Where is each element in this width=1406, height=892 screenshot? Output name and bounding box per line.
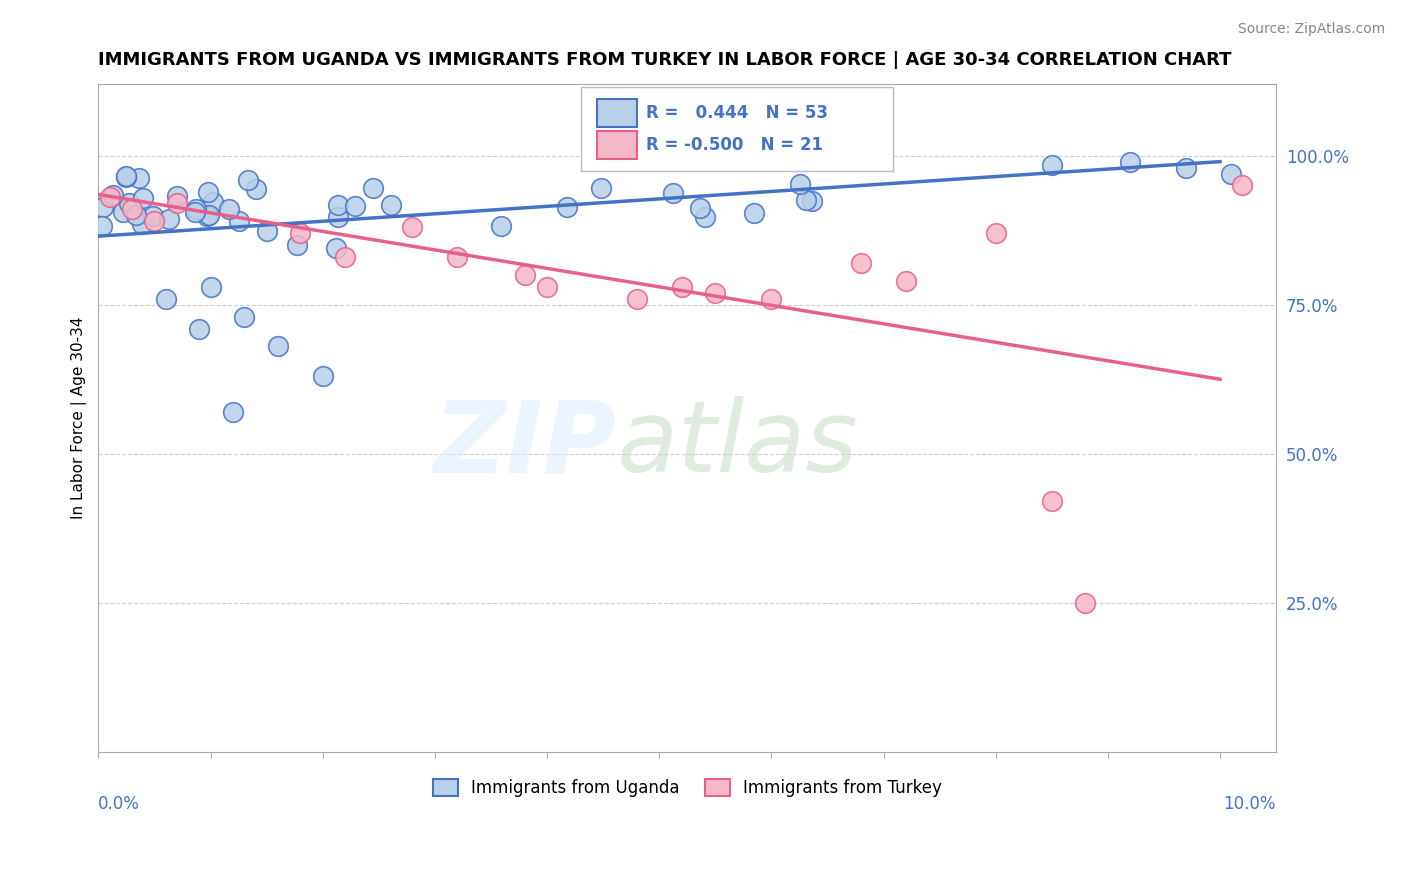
FancyBboxPatch shape <box>581 87 893 171</box>
Text: Source: ZipAtlas.com: Source: ZipAtlas.com <box>1237 22 1385 37</box>
Point <box>157 211 180 226</box>
Point <box>103 188 125 202</box>
Point <box>131 217 153 231</box>
Point <box>536 280 558 294</box>
Point <box>1175 161 1198 175</box>
Point <box>245 182 267 196</box>
Point <box>704 285 727 300</box>
Point <box>128 171 150 186</box>
Point <box>380 197 402 211</box>
Point <box>1232 178 1254 193</box>
Point <box>125 208 148 222</box>
Point <box>1074 596 1097 610</box>
Point <box>742 206 765 220</box>
Point <box>1220 167 1243 181</box>
Point <box>984 226 1007 240</box>
Text: IMMIGRANTS FROM UGANDA VS IMMIGRANTS FROM TURKEY IN LABOR FORCE | AGE 30-34 CORR: IMMIGRANTS FROM UGANDA VS IMMIGRANTS FRO… <box>98 51 1232 69</box>
Text: 0.0%: 0.0% <box>98 796 141 814</box>
Point <box>363 181 385 195</box>
Point <box>184 205 207 219</box>
Point <box>285 238 308 252</box>
Point <box>166 189 188 203</box>
Point <box>238 172 260 186</box>
Point <box>671 280 693 294</box>
Point <box>626 292 648 306</box>
Point <box>198 208 221 222</box>
Legend: Immigrants from Uganda, Immigrants from Turkey: Immigrants from Uganda, Immigrants from … <box>426 772 949 804</box>
Point <box>689 202 711 216</box>
Point <box>218 202 240 217</box>
Text: atlas: atlas <box>617 396 858 493</box>
Point <box>290 226 312 240</box>
Point <box>401 220 423 235</box>
FancyBboxPatch shape <box>596 99 637 127</box>
Point <box>121 202 143 217</box>
Point <box>202 194 225 209</box>
Text: R = -0.500   N = 21: R = -0.500 N = 21 <box>645 136 823 154</box>
Point <box>661 186 683 201</box>
Point <box>166 196 188 211</box>
Point <box>155 292 177 306</box>
Point <box>186 202 208 216</box>
Point <box>91 200 114 214</box>
Point <box>513 268 536 282</box>
Point <box>117 196 139 211</box>
Y-axis label: In Labor Force | Age 30-34: In Labor Force | Age 30-34 <box>72 317 87 519</box>
Point <box>328 198 350 212</box>
Point <box>233 310 256 324</box>
Text: ZIP: ZIP <box>433 396 617 493</box>
Point <box>333 250 356 264</box>
Point <box>111 204 134 219</box>
Point <box>91 219 114 233</box>
Point <box>1040 158 1063 172</box>
Point <box>894 274 917 288</box>
Point <box>326 210 349 224</box>
Point <box>343 199 366 213</box>
Point <box>800 194 823 209</box>
Point <box>98 190 121 204</box>
Point <box>143 214 166 228</box>
Point <box>197 185 219 199</box>
Point <box>267 339 290 353</box>
Point <box>325 241 347 255</box>
Point <box>1119 154 1142 169</box>
Point <box>115 169 138 184</box>
Point <box>195 209 218 223</box>
Point <box>188 321 211 335</box>
Point <box>849 256 872 270</box>
Point <box>142 209 165 223</box>
Point <box>200 280 222 294</box>
Point <box>695 210 717 224</box>
Point <box>1040 494 1063 508</box>
Point <box>132 191 155 205</box>
Point <box>761 292 783 306</box>
Point <box>228 214 250 228</box>
Text: 10.0%: 10.0% <box>1223 796 1277 814</box>
Point <box>589 181 612 195</box>
Point <box>446 250 468 264</box>
Point <box>312 369 335 384</box>
Point <box>115 170 138 185</box>
Point <box>222 405 245 419</box>
Text: R =   0.444   N = 53: R = 0.444 N = 53 <box>645 103 828 122</box>
Point <box>794 193 817 207</box>
Point <box>789 178 811 192</box>
FancyBboxPatch shape <box>596 131 637 159</box>
Point <box>489 219 512 234</box>
Point <box>256 224 278 238</box>
Point <box>555 200 578 214</box>
